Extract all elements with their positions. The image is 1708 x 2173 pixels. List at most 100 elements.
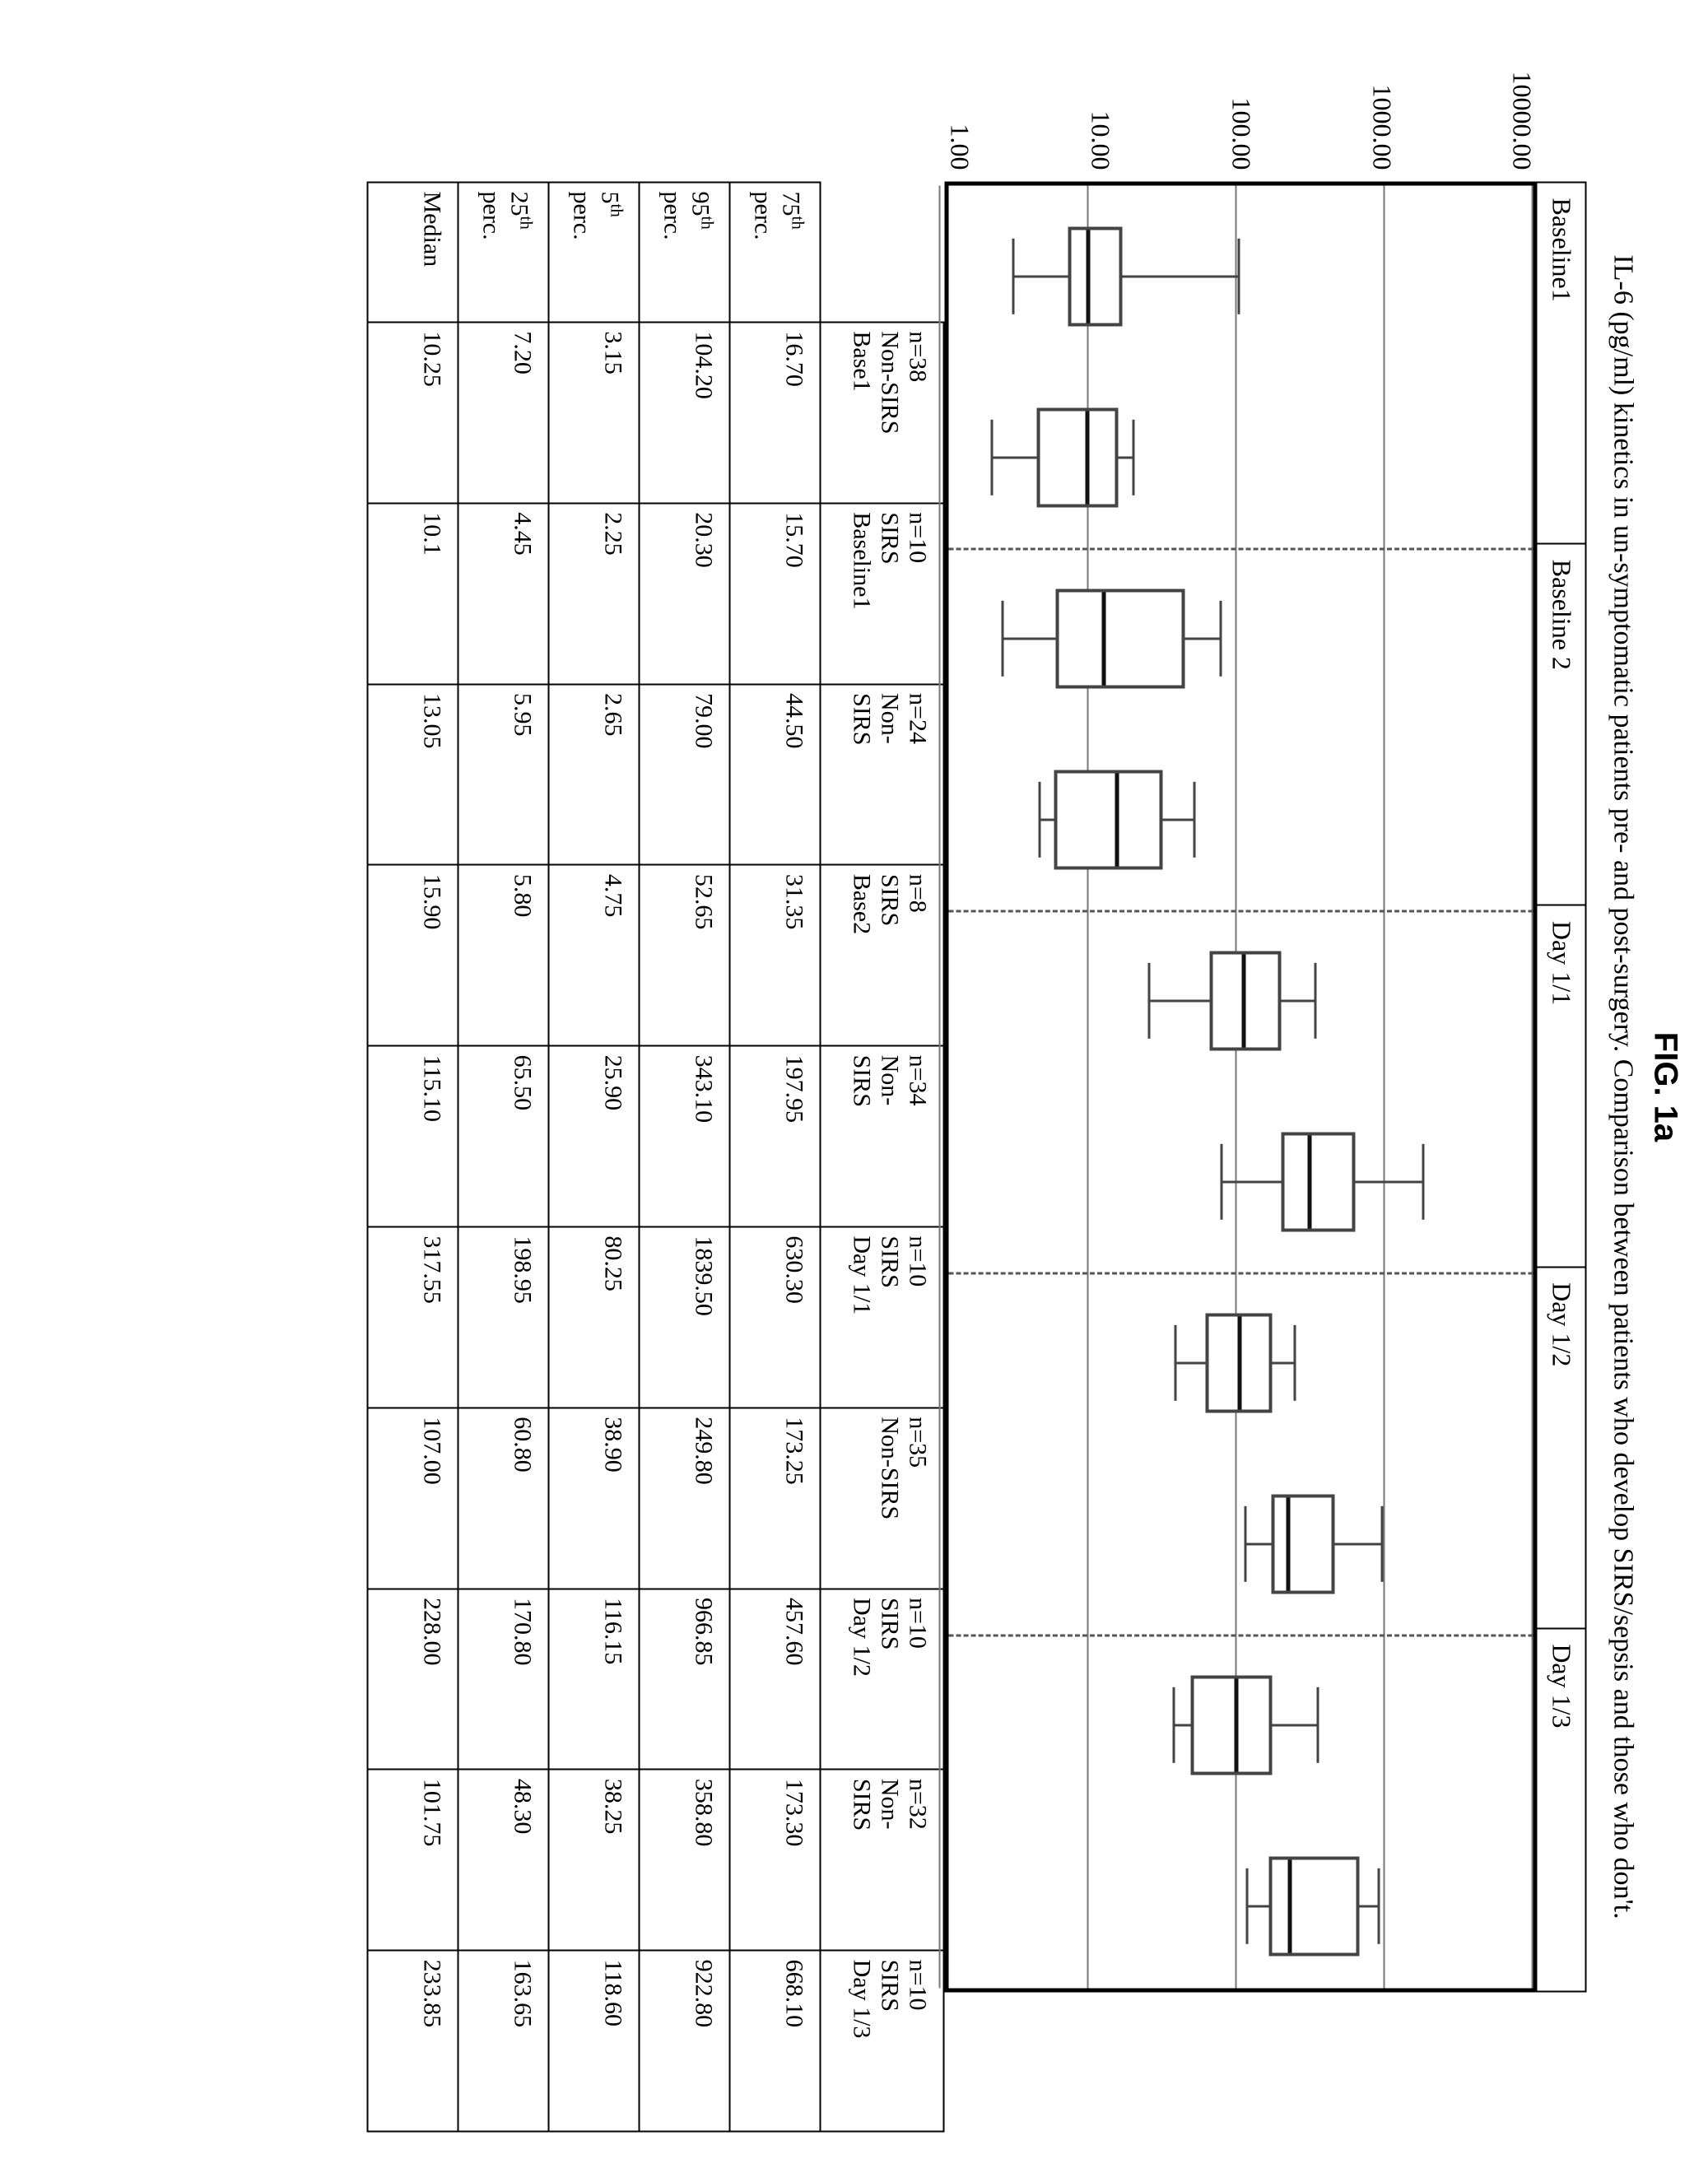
table-cell: 52.65 (640, 864, 730, 1045)
row-label: 75thperc. (730, 182, 821, 322)
table-cell: 7.20 (458, 322, 549, 503)
group-separator (949, 1634, 1533, 1636)
group-header-cell: Baseline 2 (1538, 544, 1585, 905)
table-cell: 31.35 (730, 864, 821, 1045)
table-cell: 343.10 (640, 1045, 730, 1226)
column-header: n=10SIRSDay 1/1 (821, 1226, 944, 1408)
table-cell: 20.30 (640, 503, 730, 684)
table-cell: 80.25 (549, 1226, 640, 1408)
table-cell: 173.25 (730, 1408, 821, 1589)
table-cell: 1839.50 (640, 1226, 730, 1408)
group-separator (949, 547, 1533, 550)
table-cell: 3.15 (549, 322, 640, 503)
column-header: n=8SIRSBase2 (821, 864, 944, 1045)
table-cell: 922.80 (640, 1950, 730, 2131)
table-cell: 5.95 (458, 684, 549, 865)
row-label: 5thperc. (549, 182, 640, 322)
table-cell: 107.00 (368, 1408, 458, 1589)
column-header: n=35Non-SIRS (821, 1408, 944, 1589)
table-cell: 317.55 (368, 1226, 458, 1408)
boxplot-nonsirs_base2 (941, 589, 1533, 688)
table-cell: 104.20 (640, 322, 730, 503)
table-cell: 48.30 (458, 1769, 549, 1950)
table-cell: 38.90 (549, 1408, 640, 1589)
table-cell: 228.00 (368, 1589, 458, 1770)
figure-subtitle: IL-6 (pg/ml) kinetics in un-symptomatic … (1605, 254, 1641, 1919)
boxplot-sirs_base2 (941, 770, 1533, 869)
y-axis-labels: 10000.00 1000.00 100.00 10.00 1.00 (896, 41, 1538, 181)
table-cell: 197.95 (730, 1045, 821, 1226)
table-cell: 10.25 (368, 322, 458, 503)
table-cell: 115.10 (368, 1045, 458, 1226)
table-cell: 668.10 (730, 1950, 821, 2131)
table-cell: 198.95 (458, 1226, 549, 1408)
table-cell: 173.30 (730, 1769, 821, 1950)
table-cell: 457.60 (730, 1589, 821, 1770)
table-cell: 38.25 (549, 1769, 640, 1950)
table-cell: 101.75 (368, 1769, 458, 1950)
boxplot-nonsirs_base1 (941, 226, 1533, 326)
right-column: Baseline1Baseline 2Day 1/1Day 1/2Day 1/3… (367, 181, 1587, 2132)
table-cell: 4.75 (549, 864, 640, 1045)
table-cell: 15.90 (368, 864, 458, 1045)
group-separator (949, 1272, 1533, 1274)
table-cell: 10.1 (368, 503, 458, 684)
table-cell: 2.65 (549, 684, 640, 865)
column-header: n=32Non-SIRS (821, 1769, 944, 1950)
group-header-cell: Baseline1 (1538, 183, 1585, 544)
y-tick-label: 1000.00 (1366, 41, 1397, 170)
column-header: n=10SIRSBaseline1 (821, 503, 944, 684)
column-header: n=24Non-SIRS (821, 684, 944, 865)
table-corner-blank (821, 182, 944, 322)
table-cell: 44.50 (730, 684, 821, 865)
figure-content: 10000.00 1000.00 100.00 10.00 1.00 Baseline1… (367, 41, 1587, 2132)
table-cell: 249.80 (640, 1408, 730, 1589)
group-separator (949, 910, 1533, 912)
table-cell: 233.85 (368, 1950, 458, 2131)
table-cell: 16.70 (730, 322, 821, 503)
column-header: n=10SIRSDay 1/3 (821, 1950, 944, 2131)
column-header: n=34Non-SIRS (821, 1045, 944, 1226)
group-header-row: Baseline1Baseline 2Day 1/1Day 1/2Day 1/3 (1538, 181, 1587, 1992)
row-label: 95thperc. (640, 182, 730, 322)
table-cell: 79.00 (640, 684, 730, 865)
boxplot-nonsirs_d11 (941, 951, 1533, 1050)
group-header-cell: Day 1/3 (1538, 1629, 1585, 1990)
row-label: Median (368, 182, 458, 322)
y-tick-label: 100.00 (1226, 41, 1256, 170)
table-cell: 358.80 (640, 1769, 730, 1950)
y-tick-label: 10.00 (1085, 41, 1115, 170)
table-cell: 65.50 (458, 1045, 549, 1226)
table-cell: 5.80 (458, 864, 549, 1045)
y-tick-label: 1.00 (945, 41, 975, 170)
boxplot-nonsirs_d13 (941, 1675, 1533, 1775)
boxplot-nonsirs_d12 (941, 1313, 1533, 1412)
table-cell: 15.70 (730, 503, 821, 684)
figure-page: FIG. 1a IL-6 (pg/ml) kinetics in un-symp… (0, 0, 1708, 2173)
table-cell: 25.90 (549, 1045, 640, 1226)
table-cell: 4.45 (458, 503, 549, 684)
group-header-cell: Day 1/2 (1538, 1268, 1585, 1629)
table-cell: 630.30 (730, 1226, 821, 1408)
figure-title: FIG. 1a (1646, 1031, 1683, 1141)
table-cell: 2.25 (549, 503, 640, 684)
table-cell: 966.85 (640, 1589, 730, 1770)
boxplot-sirs_d11 (941, 1132, 1533, 1231)
boxplot-sirs_d12 (941, 1494, 1533, 1594)
table-cell: 13.05 (368, 684, 458, 865)
y-tick-label: 10000.00 (1507, 41, 1538, 170)
stats-table: n=38Non-SIRSBase1n=10SIRSBaseline1n=24No… (367, 181, 945, 2132)
column-header: n=38Non-SIRSBase1 (821, 322, 944, 503)
table-cell: 60.80 (458, 1408, 549, 1589)
boxplot-sirs_d13 (941, 1856, 1533, 1956)
boxplot-area (945, 181, 1538, 1992)
group-header-cell: Day 1/1 (1538, 905, 1585, 1267)
row-label: 25thperc. (458, 182, 549, 322)
table-cell: 118.60 (549, 1950, 640, 2131)
table-cell: 163.65 (458, 1950, 549, 2131)
table-cell: 170.80 (458, 1589, 549, 1770)
table-cell: 116.15 (549, 1589, 640, 1770)
boxplot-sirs_base1 (941, 407, 1533, 507)
column-header: n=10SIRSDay 1/2 (821, 1589, 944, 1770)
left-column: 10000.00 1000.00 100.00 10.00 1.00 (896, 41, 1587, 181)
